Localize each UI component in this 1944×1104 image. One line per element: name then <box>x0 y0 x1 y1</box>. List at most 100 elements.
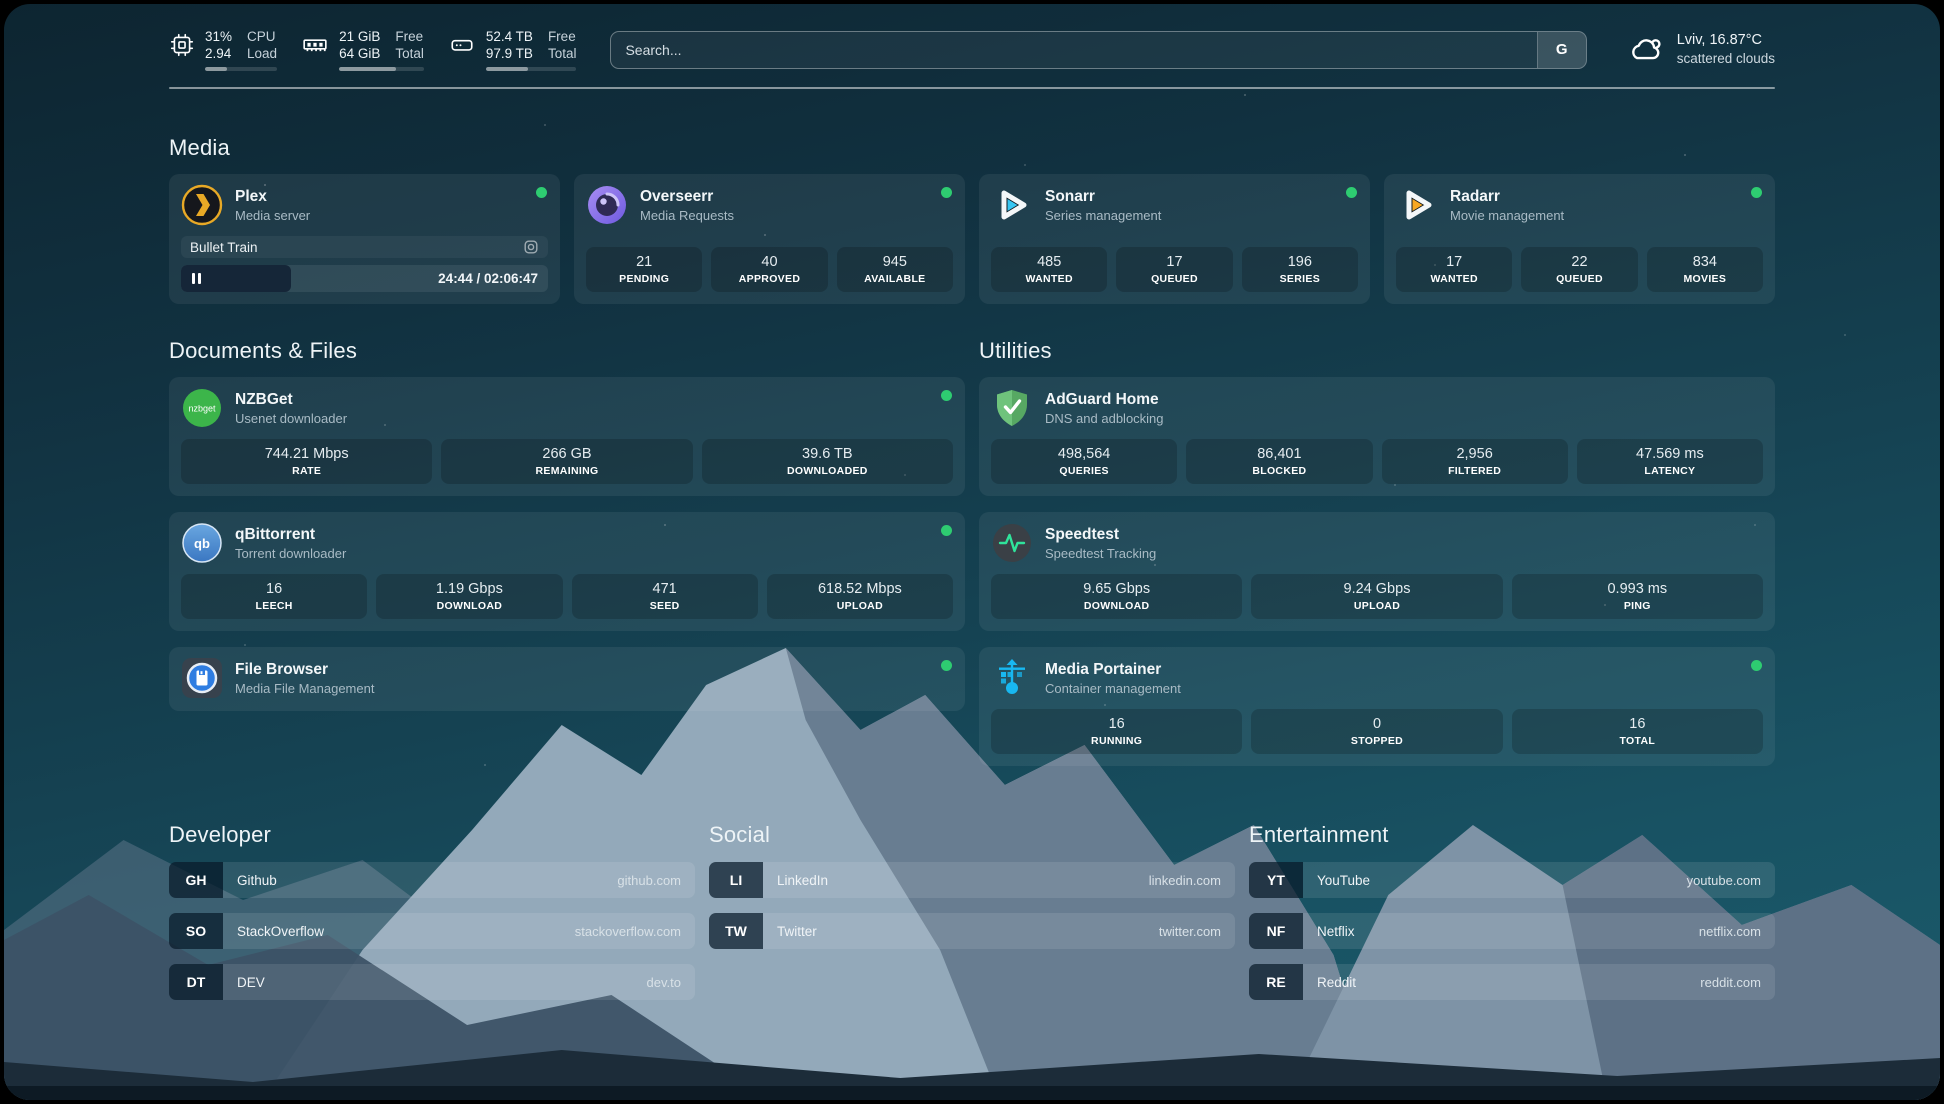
bookmark-abbr: YT <box>1249 862 1303 898</box>
cloud-icon <box>1627 32 1664 68</box>
bookmark-abbr: NF <box>1249 913 1303 949</box>
stat-approved: 40 APPROVED <box>711 247 828 292</box>
service-desc: Media server <box>235 207 311 223</box>
disk-free-value: 52.4 TB <box>485 29 533 44</box>
service-card-nzbget[interactable]: nzbget NZBGet Usenet downloader 744.21 M… <box>169 377 965 496</box>
service-desc: Container management <box>1045 680 1181 696</box>
bookmark-abbr: LI <box>709 862 763 898</box>
bookmark-name: DEV <box>237 974 265 990</box>
service-card-radarr[interactable]: Radarr Movie management 17 WANTED 22 QUEUE… <box>1384 174 1775 304</box>
stat-available: 945 AVAILABLE <box>836 247 953 292</box>
service-stats: 21 PENDING 40 APPROVED 945 AVAILABLE <box>586 247 953 292</box>
search-bar: G <box>610 30 1587 69</box>
status-dot <box>1751 187 1762 198</box>
stat-leech: 16 LEECH <box>181 574 368 619</box>
service-card-plex[interactable]: Plex Media server Bullet Train 24:44 / 0… <box>169 174 560 304</box>
cpu-label: CPU <box>247 29 276 44</box>
service-card-portainer[interactable]: Media Portainer Container management 16 R… <box>979 647 1775 766</box>
memory-icon <box>301 32 329 58</box>
utilities-column: Utilities AdGuard Home DNS and adblockin… <box>979 338 1775 766</box>
bookmark-stackoverflow[interactable]: SO StackOverflow stackoverflow.com <box>169 913 695 949</box>
service-card-overseerr[interactable]: Overseerr Media Requests 21 PENDING 40 APP… <box>574 174 965 304</box>
bookmark-name: StackOverflow <box>237 923 325 939</box>
free-label: Free <box>547 29 576 44</box>
playback-progress-bar: 24:44 / 02:06:47 <box>181 265 548 292</box>
memory-free-value: 21 GiB <box>339 29 381 44</box>
service-card-adguard[interactable]: AdGuard Home DNS and adblocking 498,564 Q… <box>979 377 1775 496</box>
stat-total: 16 TOTAL <box>1511 709 1763 754</box>
section-title-entertainment: Entertainment <box>1249 822 1389 847</box>
bookmark-url: linkedin.com <box>1148 872 1221 888</box>
stat-blocked: 86,401 BLOCKED <box>1186 439 1373 484</box>
radarr-icon <box>1396 184 1438 226</box>
bookmark-url: youtube.com <box>1686 872 1761 888</box>
service-desc: Media File Management <box>235 680 375 696</box>
search-input[interactable] <box>611 31 1537 68</box>
service-desc: Torrent downloader <box>235 545 347 561</box>
stat-queries: 498,564 QUERIES <box>991 439 1178 484</box>
plex-icon <box>181 184 223 226</box>
service-name: Overseerr <box>640 187 714 205</box>
stat-rate: 744.21 Mbps RATE <box>181 439 433 484</box>
service-name: Media Portainer <box>1045 660 1162 678</box>
bookmark-name: Github <box>237 872 277 888</box>
bookmark-linkedin[interactable]: LI LinkedIn linkedin.com <box>709 862 1235 898</box>
settings-icon[interactable] <box>523 239 539 255</box>
memory-total-value: 64 GiB <box>339 46 381 61</box>
bookmark-youtube[interactable]: YT YouTube youtube.com <box>1249 862 1775 898</box>
service-name: Speedtest <box>1045 525 1120 543</box>
service-stats: 17 WANTED 22 QUEUED 834 MOVIES <box>1396 247 1763 292</box>
status-dot <box>941 525 952 536</box>
bookmark-group-social: Social LI LinkedIn linkedin.com TW Twitte… <box>709 822 1235 1000</box>
service-stats: 498,564 QUERIES 86,401 BLOCKED 2,956 FILTER… <box>991 439 1763 484</box>
playback-time: 24:44 / 02:06:47 <box>438 271 538 286</box>
service-card-sonarr[interactable]: Sonarr Series management 485 WANTED 17 QUE… <box>979 174 1370 304</box>
service-name: NZBGet <box>235 390 293 408</box>
stat-seed: 471 SEED <box>571 574 758 619</box>
status-dot <box>1346 187 1357 198</box>
bookmark-github[interactable]: GH Github github.com <box>169 862 695 898</box>
bookmark-name: LinkedIn <box>777 872 829 888</box>
service-desc: Speedtest Tracking <box>1045 545 1157 561</box>
section-title-developer: Developer <box>169 822 272 847</box>
bookmark-twitter[interactable]: TW Twitter twitter.com <box>709 913 1235 949</box>
adguard-icon <box>991 387 1033 429</box>
bookmark-name: Netflix <box>1317 923 1355 939</box>
service-desc: Media Requests <box>640 207 734 223</box>
service-desc: Series management <box>1045 207 1162 223</box>
bookmark-reddit[interactable]: RE Reddit reddit.com <box>1249 964 1775 1000</box>
service-stats: 744.21 Mbps RATE 266 GB REMAINING 39.6 TB D… <box>181 439 953 484</box>
stat-queued: 17 QUEUED <box>1116 247 1233 292</box>
weather-location-temp: Lviv, 16.87°C <box>1676 32 1763 48</box>
sonarr-icon <box>991 184 1033 226</box>
status-dot <box>941 390 952 401</box>
weather-widget: Lviv, 16.87°C scattered clouds <box>1627 31 1775 68</box>
stat-upload: 618.52 Mbps UPLOAD <box>766 574 953 619</box>
service-card-qbittorrent[interactable]: qb qBittorrent Torrent downloader 16 LEEC… <box>169 512 965 631</box>
service-stats: 16 RUNNING 0 STOPPED 16 TOTAL <box>991 709 1763 754</box>
bookmark-name: Reddit <box>1317 974 1357 990</box>
service-stats: 9.65 Gbps DOWNLOAD 9.24 Gbps UPLOAD 0.993 … <box>991 574 1763 619</box>
service-desc: DNS and adblocking <box>1045 410 1164 426</box>
service-card-filebrowser[interactable]: File Browser Media File Management <box>169 647 965 711</box>
resource-widgets: 31% 2.94 CPU Load <box>169 28 577 71</box>
stat-series: 196 SERIES <box>1241 247 1358 292</box>
service-stats: 16 LEECH 1.19 Gbps DOWNLOAD 471 SEED 618.52… <box>181 574 953 619</box>
service-name: AdGuard Home <box>1045 390 1159 408</box>
top-bar: 31% 2.94 CPU Load <box>169 4 1775 71</box>
svg-text:qb: qb <box>194 536 210 551</box>
status-dot <box>941 660 952 671</box>
search-provider-button[interactable]: G <box>1536 31 1586 68</box>
header-divider <box>169 87 1775 89</box>
stat-ping: 0.993 ms PING <box>1511 574 1763 619</box>
bookmark-netflix[interactable]: NF Netflix netflix.com <box>1249 913 1775 949</box>
media-cards: Plex Media server Bullet Train 24:44 / 0… <box>169 174 1775 304</box>
service-card-speedtest[interactable]: Speedtest Speedtest Tracking 9.65 Gbps DO… <box>979 512 1775 631</box>
stat-download: 1.19 Gbps DOWNLOAD <box>376 574 563 619</box>
bookmark-dev[interactable]: DT DEV dev.to <box>169 964 695 1000</box>
bookmark-group-entertainment: Entertainment YT YouTube youtube.com NF N… <box>1249 822 1775 1000</box>
free-label: Free <box>395 29 424 44</box>
pause-button[interactable] <box>181 273 201 284</box>
bookmark-abbr: TW <box>709 913 763 949</box>
filebrowser-icon <box>181 657 223 699</box>
